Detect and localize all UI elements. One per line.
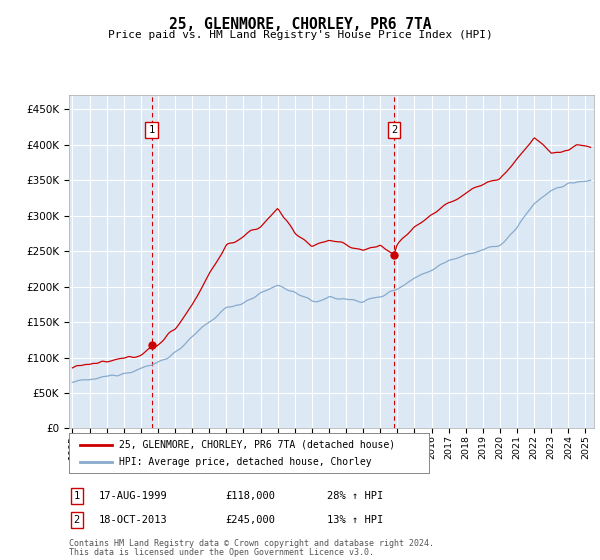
Text: HPI: Average price, detached house, Chorley: HPI: Average price, detached house, Chor… (119, 457, 372, 467)
Text: Price paid vs. HM Land Registry's House Price Index (HPI): Price paid vs. HM Land Registry's House … (107, 30, 493, 40)
Text: 18-OCT-2013: 18-OCT-2013 (99, 515, 168, 525)
Text: 2: 2 (74, 515, 80, 525)
Text: 17-AUG-1999: 17-AUG-1999 (99, 491, 168, 501)
Text: 25, GLENMORE, CHORLEY, PR6 7TA (detached house): 25, GLENMORE, CHORLEY, PR6 7TA (detached… (119, 440, 395, 450)
Text: 1: 1 (148, 125, 155, 135)
Text: This data is licensed under the Open Government Licence v3.0.: This data is licensed under the Open Gov… (69, 548, 374, 557)
Text: £118,000: £118,000 (225, 491, 275, 501)
Text: £245,000: £245,000 (225, 515, 275, 525)
Text: Contains HM Land Registry data © Crown copyright and database right 2024.: Contains HM Land Registry data © Crown c… (69, 539, 434, 548)
Text: 28% ↑ HPI: 28% ↑ HPI (327, 491, 383, 501)
Text: 13% ↑ HPI: 13% ↑ HPI (327, 515, 383, 525)
Text: 25, GLENMORE, CHORLEY, PR6 7TA: 25, GLENMORE, CHORLEY, PR6 7TA (169, 17, 431, 31)
Text: 2: 2 (391, 125, 397, 135)
Text: 1: 1 (74, 491, 80, 501)
